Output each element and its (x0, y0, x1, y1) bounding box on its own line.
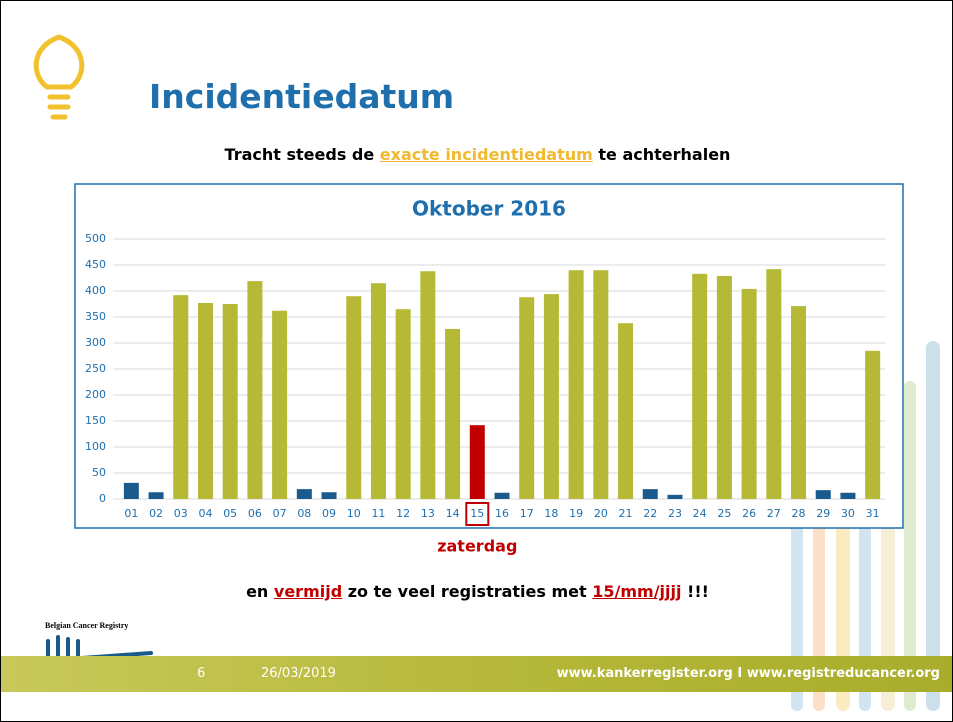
bar (840, 493, 855, 499)
bottom-note: en vermijd zo te veel registraties met 1… (1, 582, 953, 601)
y-tick-label: 350 (85, 310, 106, 323)
bar (371, 283, 386, 499)
chart-title: Oktober 2016 (412, 197, 566, 221)
x-tick-label: 21 (619, 507, 633, 520)
x-tick-label: 16 (495, 507, 509, 520)
bar (791, 306, 806, 499)
slide: Incidentiedatum Tracht steeds de exacte … (0, 0, 953, 722)
bar (544, 294, 559, 499)
bar (445, 329, 460, 499)
x-tick-label: 27 (767, 507, 781, 520)
note-highlight: 15/mm/jjjj (592, 582, 681, 601)
bar (519, 297, 534, 499)
bar (198, 303, 213, 499)
registry-name: Belgian Cancer Registry (45, 621, 128, 630)
y-tick-label: 450 (85, 258, 106, 271)
page-number: 6 (197, 666, 205, 681)
bar (124, 483, 139, 499)
note-text: en (246, 582, 268, 601)
bar (766, 269, 781, 499)
bar (173, 295, 188, 499)
x-tick-label: 17 (520, 507, 534, 520)
bar (396, 309, 411, 499)
x-tick-label: 09 (322, 507, 336, 520)
x-tick-label: 29 (816, 507, 830, 520)
bar (420, 271, 435, 499)
footer-date: 26/03/2019 (261, 666, 336, 681)
x-tick-label: 24 (693, 507, 707, 520)
bar (865, 351, 880, 499)
bar (322, 492, 337, 499)
x-tick-label: 07 (273, 507, 287, 520)
annotation: zaterdag (437, 537, 517, 556)
x-tick-label: 05 (223, 507, 237, 520)
y-tick-label: 0 (99, 492, 106, 505)
y-tick-label: 400 (85, 284, 106, 297)
bar (569, 270, 584, 499)
chart: Oktober 2016 050100150200250300350400450… (1, 1, 952, 721)
x-tick-label: 31 (866, 507, 880, 520)
bar (297, 489, 312, 499)
y-tick-label: 150 (85, 414, 106, 427)
bar (717, 276, 732, 499)
footer-url: www.kankerregister.org I www.registreduc… (557, 666, 940, 681)
x-tick-label: 08 (297, 507, 311, 520)
x-tick-label: 15 (470, 507, 484, 520)
y-tick-label: 200 (85, 388, 106, 401)
x-tick-label: 18 (544, 507, 558, 520)
bar (247, 281, 262, 499)
x-tick-label: 26 (742, 507, 756, 520)
bar (593, 270, 608, 499)
note-text: !!! (687, 582, 709, 601)
x-tick-label: 28 (792, 507, 806, 520)
x-tick-label: 14 (446, 507, 460, 520)
bar (692, 274, 707, 499)
note-highlight: vermijd (274, 582, 342, 601)
x-tick-label: 23 (668, 507, 682, 520)
x-tick-label: 22 (643, 507, 657, 520)
x-tick-label: 10 (347, 507, 361, 520)
x-tick-label: 06 (248, 507, 262, 520)
bar (346, 296, 361, 499)
bar (816, 490, 831, 499)
x-tick-label: 01 (124, 507, 138, 520)
x-tick-label: 13 (421, 507, 435, 520)
y-tick-label: 500 (85, 232, 106, 245)
bar (470, 425, 485, 499)
note-text: zo te veel registraties met (348, 582, 587, 601)
bar (618, 323, 633, 499)
bar (272, 311, 287, 499)
x-tick-label: 25 (717, 507, 731, 520)
y-tick-label: 100 (85, 440, 106, 453)
x-tick-label: 30 (841, 507, 855, 520)
x-tick-label: 11 (371, 507, 385, 520)
x-tick-label: 02 (149, 507, 163, 520)
bar (643, 489, 658, 499)
bar (667, 495, 682, 499)
x-tick-label: 03 (174, 507, 188, 520)
y-tick-label: 300 (85, 336, 106, 349)
bar (223, 304, 238, 499)
x-tick-label: 20 (594, 507, 608, 520)
bar (495, 493, 510, 499)
bar (742, 289, 757, 499)
y-tick-label: 50 (92, 466, 106, 479)
x-tick-label: 04 (198, 507, 212, 520)
x-tick-label: 12 (396, 507, 410, 520)
x-tick-label: 19 (569, 507, 583, 520)
y-tick-label: 250 (85, 362, 106, 375)
bar (149, 492, 164, 499)
